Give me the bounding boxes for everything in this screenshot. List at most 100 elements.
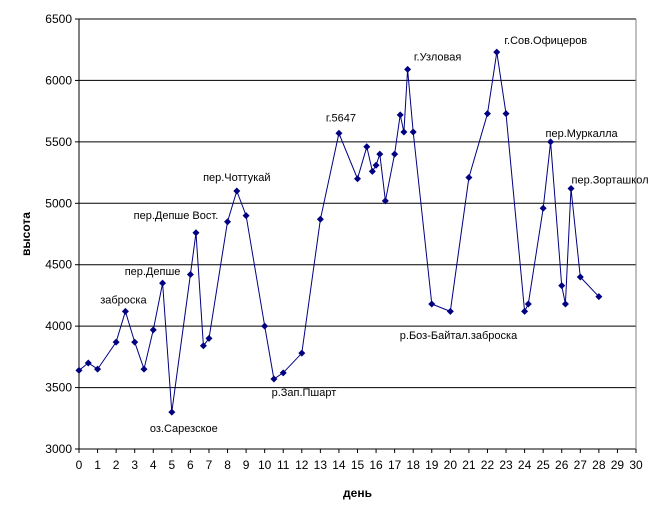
data-point-marker bbox=[400, 128, 408, 136]
data-point-marker bbox=[368, 167, 376, 175]
annotation-label: пер.Чоттукай bbox=[203, 172, 270, 184]
data-point-marker bbox=[567, 185, 575, 193]
y-tick-label: 3500 bbox=[45, 381, 72, 395]
data-point-marker bbox=[199, 342, 207, 350]
x-tick-label: 14 bbox=[332, 458, 346, 472]
data-point-marker bbox=[404, 65, 412, 73]
data-point-marker bbox=[595, 293, 603, 301]
data-point-marker bbox=[298, 349, 306, 357]
series bbox=[75, 48, 603, 416]
x-tick-label: 25 bbox=[536, 458, 550, 472]
data-point-marker bbox=[84, 359, 92, 367]
data-point-marker bbox=[483, 110, 491, 118]
annotation-label: заброска bbox=[100, 294, 147, 306]
x-tick-label: 23 bbox=[499, 458, 513, 472]
annotation-label: р.Зап.Пшарт bbox=[272, 387, 337, 399]
y-axis-label: высота bbox=[19, 212, 33, 256]
data-point-marker bbox=[446, 307, 454, 315]
data-point-marker bbox=[205, 334, 213, 342]
x-tick-label: 28 bbox=[592, 458, 606, 472]
data-point-marker bbox=[233, 187, 241, 195]
data-point-marker bbox=[112, 338, 120, 346]
data-point-marker bbox=[521, 307, 529, 315]
data-point-marker bbox=[224, 218, 232, 226]
data-point-marker bbox=[168, 408, 176, 416]
y-tick-label: 4500 bbox=[45, 258, 72, 272]
data-point-marker bbox=[576, 273, 584, 281]
grid-lines bbox=[79, 18, 636, 389]
y-tick-label: 6000 bbox=[45, 73, 72, 87]
data-point-marker bbox=[561, 300, 569, 308]
annotation-label: пер.Депше Вост. bbox=[134, 210, 219, 222]
x-tick-label: 16 bbox=[369, 458, 383, 472]
annotation-label: оз.Сарезское bbox=[150, 423, 218, 435]
data-point-marker bbox=[396, 111, 404, 119]
y-tick-label: 5500 bbox=[45, 135, 72, 149]
data-point-marker bbox=[75, 366, 83, 374]
data-point-marker bbox=[94, 365, 102, 373]
x-tick-label: 10 bbox=[258, 458, 272, 472]
x-tick-label: 24 bbox=[518, 458, 532, 472]
data-point-marker bbox=[391, 150, 399, 158]
data-point-marker bbox=[316, 215, 324, 223]
annotations: заброска пер.Депше оз.Сарезское пер.Депше В… bbox=[100, 35, 648, 435]
data-point-marker bbox=[381, 197, 389, 205]
y-tick-labels: 3000 3500 4000 4500 5000 5500 6000 6500 bbox=[45, 12, 72, 456]
data-point-marker bbox=[465, 173, 473, 181]
annotation-label: пер.Муркалла bbox=[546, 128, 619, 140]
data-point-marker bbox=[493, 48, 501, 56]
data-point-marker bbox=[335, 129, 343, 137]
x-tick-label: 22 bbox=[481, 458, 495, 472]
data-point-marker bbox=[279, 369, 287, 377]
x-tick-label: 20 bbox=[444, 458, 458, 472]
data-point-marker bbox=[149, 326, 157, 334]
data-point-marker bbox=[409, 128, 417, 136]
data-point-marker bbox=[539, 204, 547, 212]
x-tick-label: 8 bbox=[224, 458, 231, 472]
y-tick-label: 3000 bbox=[45, 442, 72, 456]
y-tick-label: 6500 bbox=[45, 12, 72, 26]
x-tick-label: 15 bbox=[351, 458, 365, 472]
x-tick-label: 3 bbox=[131, 458, 138, 472]
y-tick-label: 4000 bbox=[45, 319, 72, 333]
x-tick-label: 21 bbox=[462, 458, 476, 472]
x-tick-label: 6 bbox=[187, 458, 194, 472]
series-line bbox=[78, 52, 600, 413]
data-point-marker bbox=[376, 150, 384, 158]
x-tick-label: 29 bbox=[611, 458, 625, 472]
x-tick-label: 4 bbox=[150, 458, 157, 472]
data-point-marker bbox=[363, 143, 371, 151]
x-tick-label: 27 bbox=[574, 458, 588, 472]
x-tick-labels: 0 1 2 3 4 5 6 7 8 9 10 11 12 13 14 15 16 17 18 19 20 21 22 23 24… bbox=[76, 458, 643, 472]
data-point-marker bbox=[242, 212, 250, 220]
data-point-marker bbox=[354, 175, 361, 183]
data-point-marker bbox=[192, 229, 200, 237]
annotation-label: пер.Депше bbox=[125, 266, 181, 278]
data-point-marker bbox=[502, 110, 510, 118]
x-tick-label: 18 bbox=[407, 458, 421, 472]
data-point-marker bbox=[428, 300, 436, 308]
data-point-marker bbox=[261, 322, 269, 330]
data-point-marker bbox=[121, 307, 129, 315]
x-tick-label: 0 bbox=[76, 458, 83, 472]
data-point-marker bbox=[372, 161, 380, 169]
x-tick-label: 30 bbox=[629, 458, 643, 472]
annotation-label: г.Сов.Офицеров bbox=[504, 35, 587, 47]
x-tick-label: 19 bbox=[425, 458, 439, 472]
annotation-label: пер.Зорташкол bbox=[572, 175, 649, 187]
annotation-label: г.5647 bbox=[326, 112, 356, 124]
annotation-label: г.Узловая bbox=[414, 51, 462, 63]
x-tick-label: 13 bbox=[314, 458, 328, 472]
x-tick-label: 11 bbox=[277, 458, 290, 472]
data-point-marker bbox=[524, 300, 532, 308]
data-point-marker bbox=[270, 375, 278, 383]
x-tick-label: 7 bbox=[206, 458, 213, 472]
data-point-marker bbox=[547, 138, 555, 146]
data-point-marker bbox=[558, 282, 566, 290]
x-tick-label: 12 bbox=[295, 458, 309, 472]
annotation-label: р.Боз-Байтал.заброска bbox=[400, 330, 518, 342]
x-tick-label: 2 bbox=[113, 458, 120, 472]
x-tick-label: 5 bbox=[168, 458, 175, 472]
x-tick-label: 26 bbox=[555, 458, 569, 472]
